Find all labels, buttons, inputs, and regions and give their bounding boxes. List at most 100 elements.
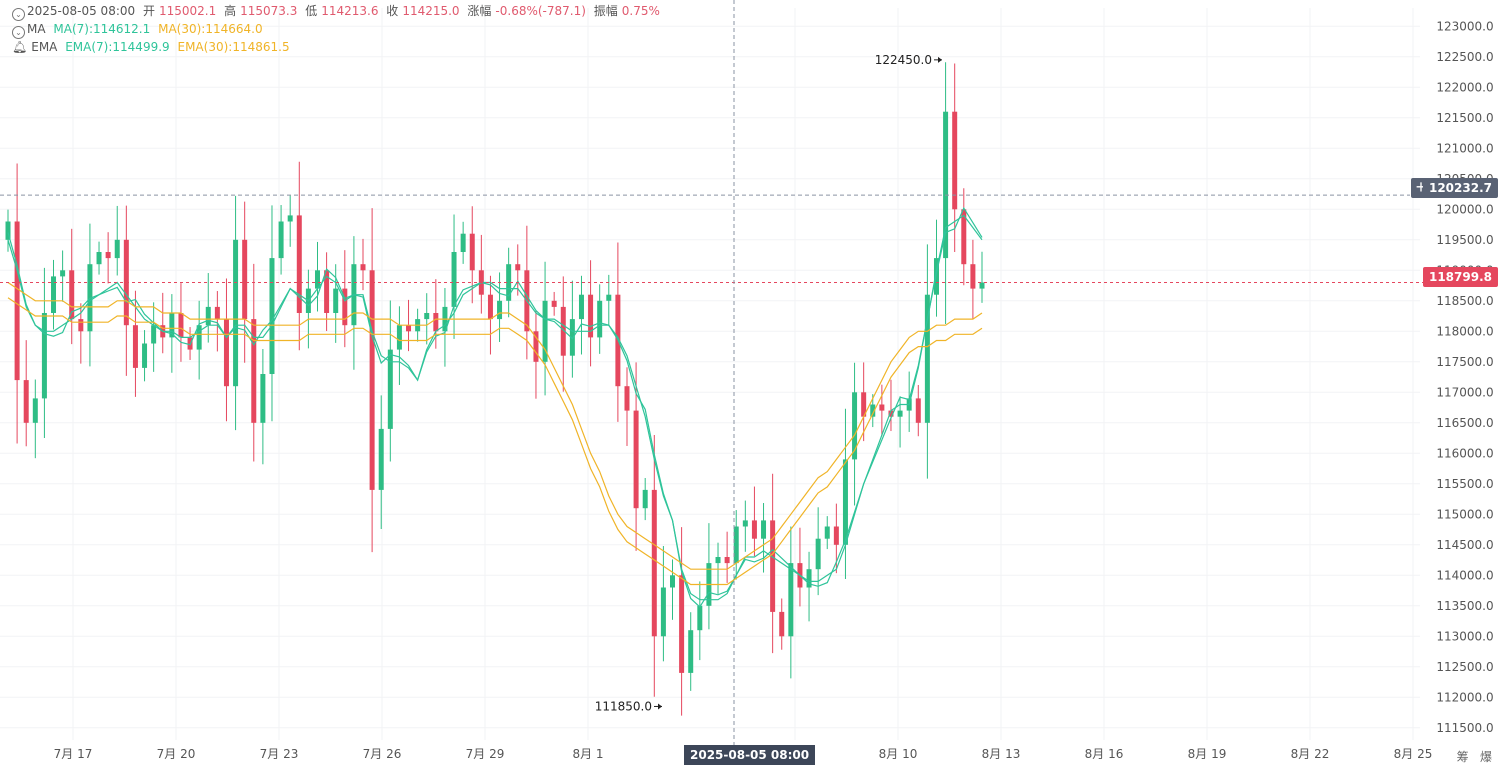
candle-body: [943, 111, 949, 259]
open-label: 开: [142, 4, 155, 18]
x-tick-label: 8月 16: [1085, 747, 1124, 761]
candle-body: [697, 605, 703, 631]
candle-body: [114, 239, 120, 259]
chart-grid: [0, 8, 1420, 740]
close-value: 114215.0: [402, 4, 460, 18]
candle-body: [578, 294, 584, 320]
ema-legend[interactable]: 🔔︎ EMA EMA(7):114499.9 EMA(30):114861.5: [12, 38, 294, 56]
candle-body: [515, 264, 521, 271]
y-tick-label: 111500.0: [1436, 721, 1493, 735]
candles-group: [5, 62, 985, 716]
candle-body: [879, 404, 885, 411]
candle-body: [569, 319, 575, 356]
y-tick-label: 112500.0: [1436, 660, 1493, 674]
bottom-right-tools[interactable]: 筹 爆: [1456, 750, 1496, 764]
y-tick-label: 114500.0: [1436, 538, 1493, 552]
candle-body: [278, 221, 284, 259]
candle-body: [870, 404, 876, 417]
candle-body: [5, 221, 11, 240]
candle-body: [78, 319, 84, 332]
candle-body: [469, 233, 475, 271]
candle-body: [487, 294, 493, 320]
price-axis[interactable]: 111500.0 112000.0 112500.0 113000.0 113500.0…: [1436, 19, 1493, 735]
low-price-label: 111850.0: [595, 699, 652, 713]
candle-body: [242, 239, 248, 320]
high-label: 高: [224, 4, 237, 18]
candle-body: [223, 319, 229, 387]
candle-body: [970, 264, 976, 289]
y-tick-label: 116000.0: [1436, 446, 1493, 460]
collapse-icon[interactable]: ⌄: [12, 8, 25, 21]
x-tick-label: 7月 29: [466, 747, 505, 761]
candle-body: [23, 380, 29, 423]
y-tick-label: 121500.0: [1436, 111, 1493, 125]
candle-body: [779, 611, 785, 637]
ema30-value: EMA(30):114861.5: [177, 40, 290, 54]
ma-name: MA: [27, 22, 46, 36]
candle-body: [506, 264, 512, 301]
ema30-line: [7, 297, 983, 586]
y-tick-label: 120000.0: [1436, 202, 1493, 216]
candle-body: [624, 386, 630, 411]
candle-body: [979, 282, 985, 289]
crosshair-time-tag: 2025-08-05 08:00: [684, 745, 816, 765]
candle-body: [60, 270, 66, 277]
candle-body: [724, 557, 730, 564]
candle-body: [497, 300, 503, 320]
collapse-icon[interactable]: ⌄: [12, 26, 25, 39]
candle-body: [360, 264, 366, 271]
candle-body: [396, 325, 402, 350]
bell-icon[interactable]: 🔔︎: [12, 40, 28, 54]
candle-body: [178, 313, 184, 338]
indicator-lines: [7, 206, 983, 608]
candle-body: [842, 459, 848, 545]
ma-legend[interactable]: ⌄ MA MA(7):114612.1 MA(30):114664.0: [12, 20, 267, 39]
candle-body: [269, 258, 275, 374]
candle-body: [314, 270, 320, 289]
x-tick-label: 8月 25: [1394, 747, 1433, 761]
candle-body: [251, 319, 257, 423]
y-tick-label: 115000.0: [1436, 507, 1493, 521]
close-label: 收: [386, 4, 399, 18]
annotation-arrow-head: [938, 56, 942, 63]
y-tick-label: 118500.0: [1436, 294, 1493, 308]
candle-body: [151, 325, 157, 344]
annotation-arrow-head: [658, 703, 662, 710]
x-tick-label: 7月 26: [363, 747, 402, 761]
candle-body: [588, 294, 594, 338]
candle-body: [96, 252, 102, 265]
candle-body: [824, 526, 830, 539]
high-value: 115073.3: [240, 4, 298, 18]
y-tick-label: 122000.0: [1436, 80, 1493, 94]
y-tick-label: 117000.0: [1436, 385, 1493, 399]
candle-body: [606, 294, 612, 301]
crosshair-price-tag: 120232.7: [1422, 178, 1498, 198]
candle-body: [333, 288, 339, 313]
candle-body: [897, 410, 903, 417]
candle-body: [733, 526, 739, 564]
candle-body: [833, 526, 839, 545]
candle-body: [633, 410, 639, 509]
y-tick-label: 113500.0: [1436, 599, 1493, 613]
legend-datetime: 2025-08-05 08:00: [27, 4, 136, 18]
low-label: 低: [305, 4, 318, 18]
change-label: 涨幅: [467, 4, 492, 18]
candle-body: [451, 252, 457, 307]
candle-body: [788, 563, 794, 637]
x-tick-label: 7月 23: [260, 747, 299, 761]
candle-body: [69, 270, 75, 320]
candle-body: [105, 252, 111, 259]
candle-body: [597, 300, 603, 338]
candle-body: [642, 489, 648, 509]
ema7-value: EMA(7):114499.9: [65, 40, 170, 54]
candle-body: [196, 325, 202, 350]
ma7-line: [7, 214, 983, 601]
candle-body: [952, 111, 958, 210]
y-tick-label: 121000.0: [1436, 141, 1493, 155]
candle-body: [933, 258, 939, 295]
ma30-line: [7, 282, 983, 570]
ema-name: EMA: [31, 40, 58, 54]
candle-body: [342, 288, 348, 326]
candle-body: [14, 221, 20, 381]
